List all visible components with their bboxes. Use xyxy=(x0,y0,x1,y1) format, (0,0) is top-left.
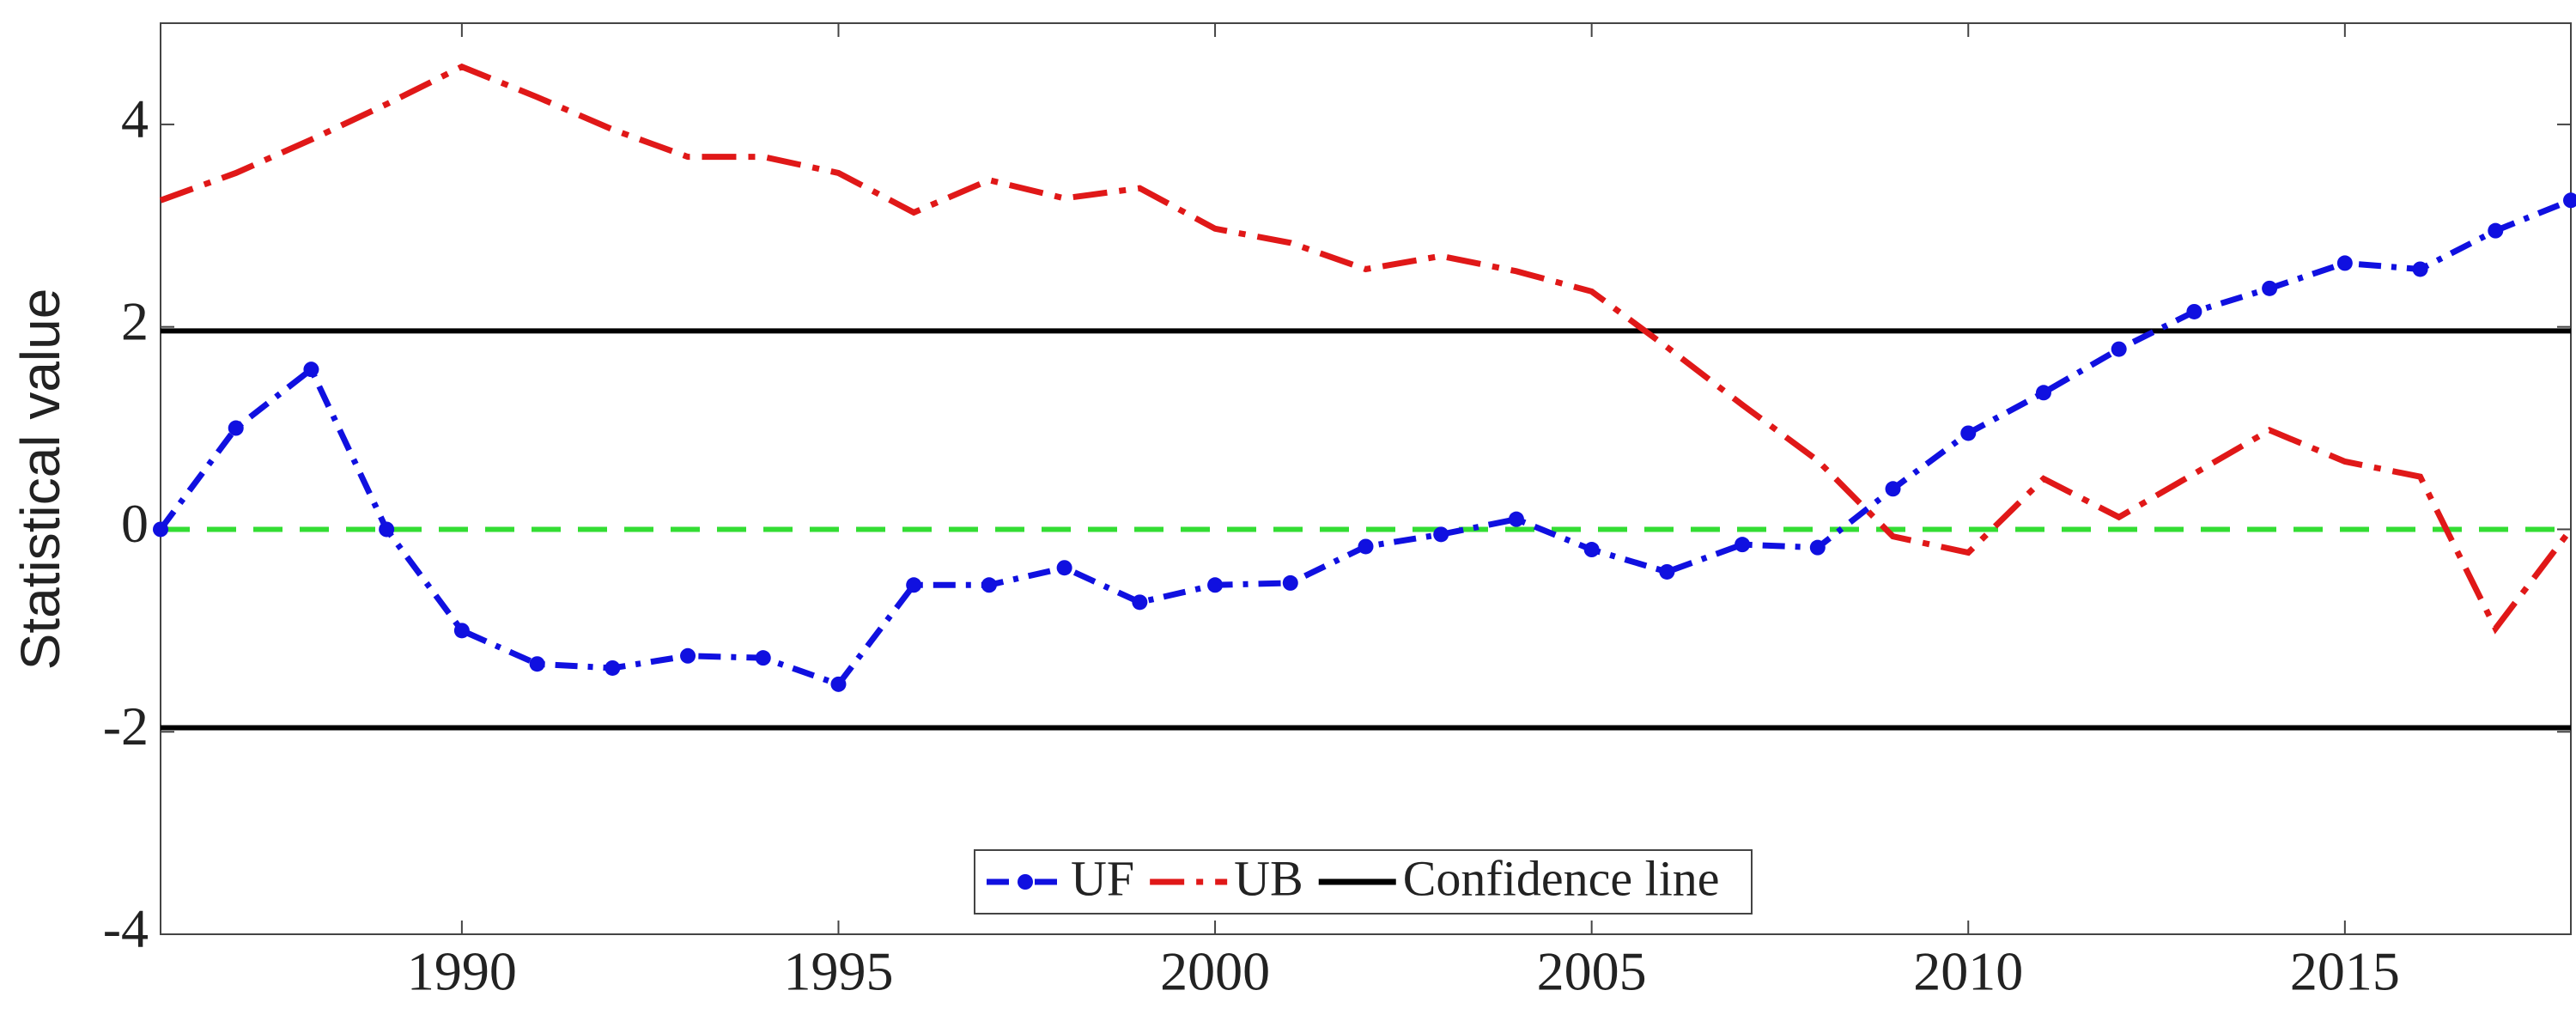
series-marker xyxy=(153,521,168,538)
series-marker xyxy=(605,659,621,676)
legend-label: Confidence line xyxy=(1403,850,1720,906)
series-marker xyxy=(453,623,470,639)
series-marker xyxy=(2035,385,2051,401)
plot-frame xyxy=(160,22,2572,935)
x-tick-label: 2015 xyxy=(2290,941,2400,1002)
series-marker xyxy=(830,676,847,692)
legend-marker xyxy=(1018,874,1033,890)
series-marker xyxy=(1207,577,1224,593)
series-marker xyxy=(2336,255,2353,271)
series-marker xyxy=(228,420,244,436)
y-tick-label: 0 xyxy=(121,493,149,554)
series-marker xyxy=(2262,280,2278,296)
x-tick-label: 2005 xyxy=(1537,941,1647,1002)
series-marker xyxy=(379,521,395,538)
legend: UF UB Confidence line xyxy=(974,849,1753,915)
series-marker xyxy=(303,362,319,378)
x-tick-label: 2000 xyxy=(1160,941,1270,1002)
series-marker xyxy=(981,577,997,593)
series-line xyxy=(159,63,2573,635)
x-tick-label: 2010 xyxy=(1913,941,2023,1002)
series-marker xyxy=(1508,511,1524,527)
series-marker xyxy=(1358,538,1374,555)
series-marker xyxy=(2412,261,2428,277)
series-marker xyxy=(1659,563,1675,580)
series-marker xyxy=(1960,425,1977,441)
series-marker xyxy=(755,650,771,666)
series-marker xyxy=(1583,542,1600,558)
series-marker xyxy=(1433,526,1449,543)
series-marker xyxy=(1282,574,1298,591)
x-tick-label: 1995 xyxy=(783,941,893,1002)
legend-label: UB xyxy=(1234,850,1303,906)
y-axis-label: Statistical value xyxy=(9,289,71,671)
series-marker xyxy=(2563,192,2576,209)
y-tick-label: 4 xyxy=(121,88,149,149)
series-marker xyxy=(680,647,696,664)
series-line xyxy=(158,198,2573,688)
series-marker xyxy=(906,577,922,593)
series-marker xyxy=(1885,481,1901,497)
series-marker xyxy=(529,656,545,672)
series-marker xyxy=(2488,222,2504,239)
legend-label: UF xyxy=(1071,850,1134,906)
y-tick-label: 2 xyxy=(121,290,149,351)
x-tick-label: 1990 xyxy=(407,941,517,1002)
series-marker xyxy=(1809,539,1826,556)
series-marker xyxy=(1735,537,1751,553)
series-marker xyxy=(1056,560,1072,576)
series-marker xyxy=(2186,303,2202,319)
series-marker xyxy=(1132,594,1148,611)
y-tick-label: -4 xyxy=(103,898,149,959)
y-tick-label: -2 xyxy=(103,696,149,757)
series-marker xyxy=(2111,341,2127,357)
